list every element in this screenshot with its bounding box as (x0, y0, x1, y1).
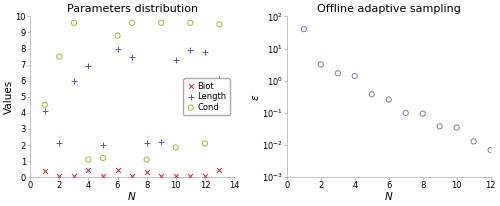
Length (84, 64, 92, 68)
Biot (128, 175, 136, 178)
Cond (172, 146, 179, 149)
Y-axis label: ε: ε (250, 94, 260, 100)
Point (418, 112, 426, 115)
Point (470, 140, 478, 143)
Length (114, 47, 122, 50)
Point (351, 74, 359, 78)
Biot (172, 175, 179, 178)
Cond (157, 21, 165, 25)
Point (486, 149, 494, 152)
Cond (114, 34, 122, 37)
X-axis label: N: N (385, 192, 392, 202)
X-axis label: N: N (128, 192, 136, 202)
Length (186, 48, 194, 52)
Biot (56, 175, 64, 178)
Point (300, 27, 308, 31)
Cond (84, 158, 92, 161)
Biot (142, 171, 150, 174)
Cond (128, 21, 136, 25)
Biot (70, 175, 78, 178)
Point (402, 111, 409, 115)
Cond (70, 21, 78, 25)
Point (334, 72, 342, 75)
Length (201, 50, 209, 53)
Length (41, 110, 49, 113)
Point (317, 63, 325, 66)
Length (56, 142, 64, 145)
Length (99, 143, 107, 147)
Cond (99, 156, 107, 160)
Point (384, 98, 392, 101)
Biot (201, 175, 209, 178)
Cond (216, 23, 224, 26)
Biot (186, 175, 194, 178)
Cond (41, 103, 49, 107)
Title: Offline adaptive sampling: Offline adaptive sampling (317, 4, 460, 14)
Biot (157, 175, 165, 178)
Biot (99, 175, 107, 178)
Length (128, 55, 136, 58)
Point (436, 125, 444, 128)
Point (368, 92, 376, 96)
Cond (186, 21, 194, 25)
Length (142, 142, 150, 145)
Biot (216, 168, 224, 172)
Biot (41, 169, 49, 172)
Cond (201, 142, 209, 145)
Length (70, 79, 78, 82)
Point (452, 126, 460, 129)
Cond (56, 55, 64, 58)
Length (216, 77, 224, 81)
Biot (84, 168, 92, 172)
Y-axis label: Values: Values (4, 80, 14, 114)
Length (157, 140, 165, 144)
Cond (142, 158, 150, 161)
Title: Parameters distribution: Parameters distribution (66, 4, 198, 14)
Biot (114, 168, 122, 172)
Length (172, 58, 179, 61)
Legend: Biot, Length, Cond: Biot, Length, Cond (183, 78, 230, 115)
